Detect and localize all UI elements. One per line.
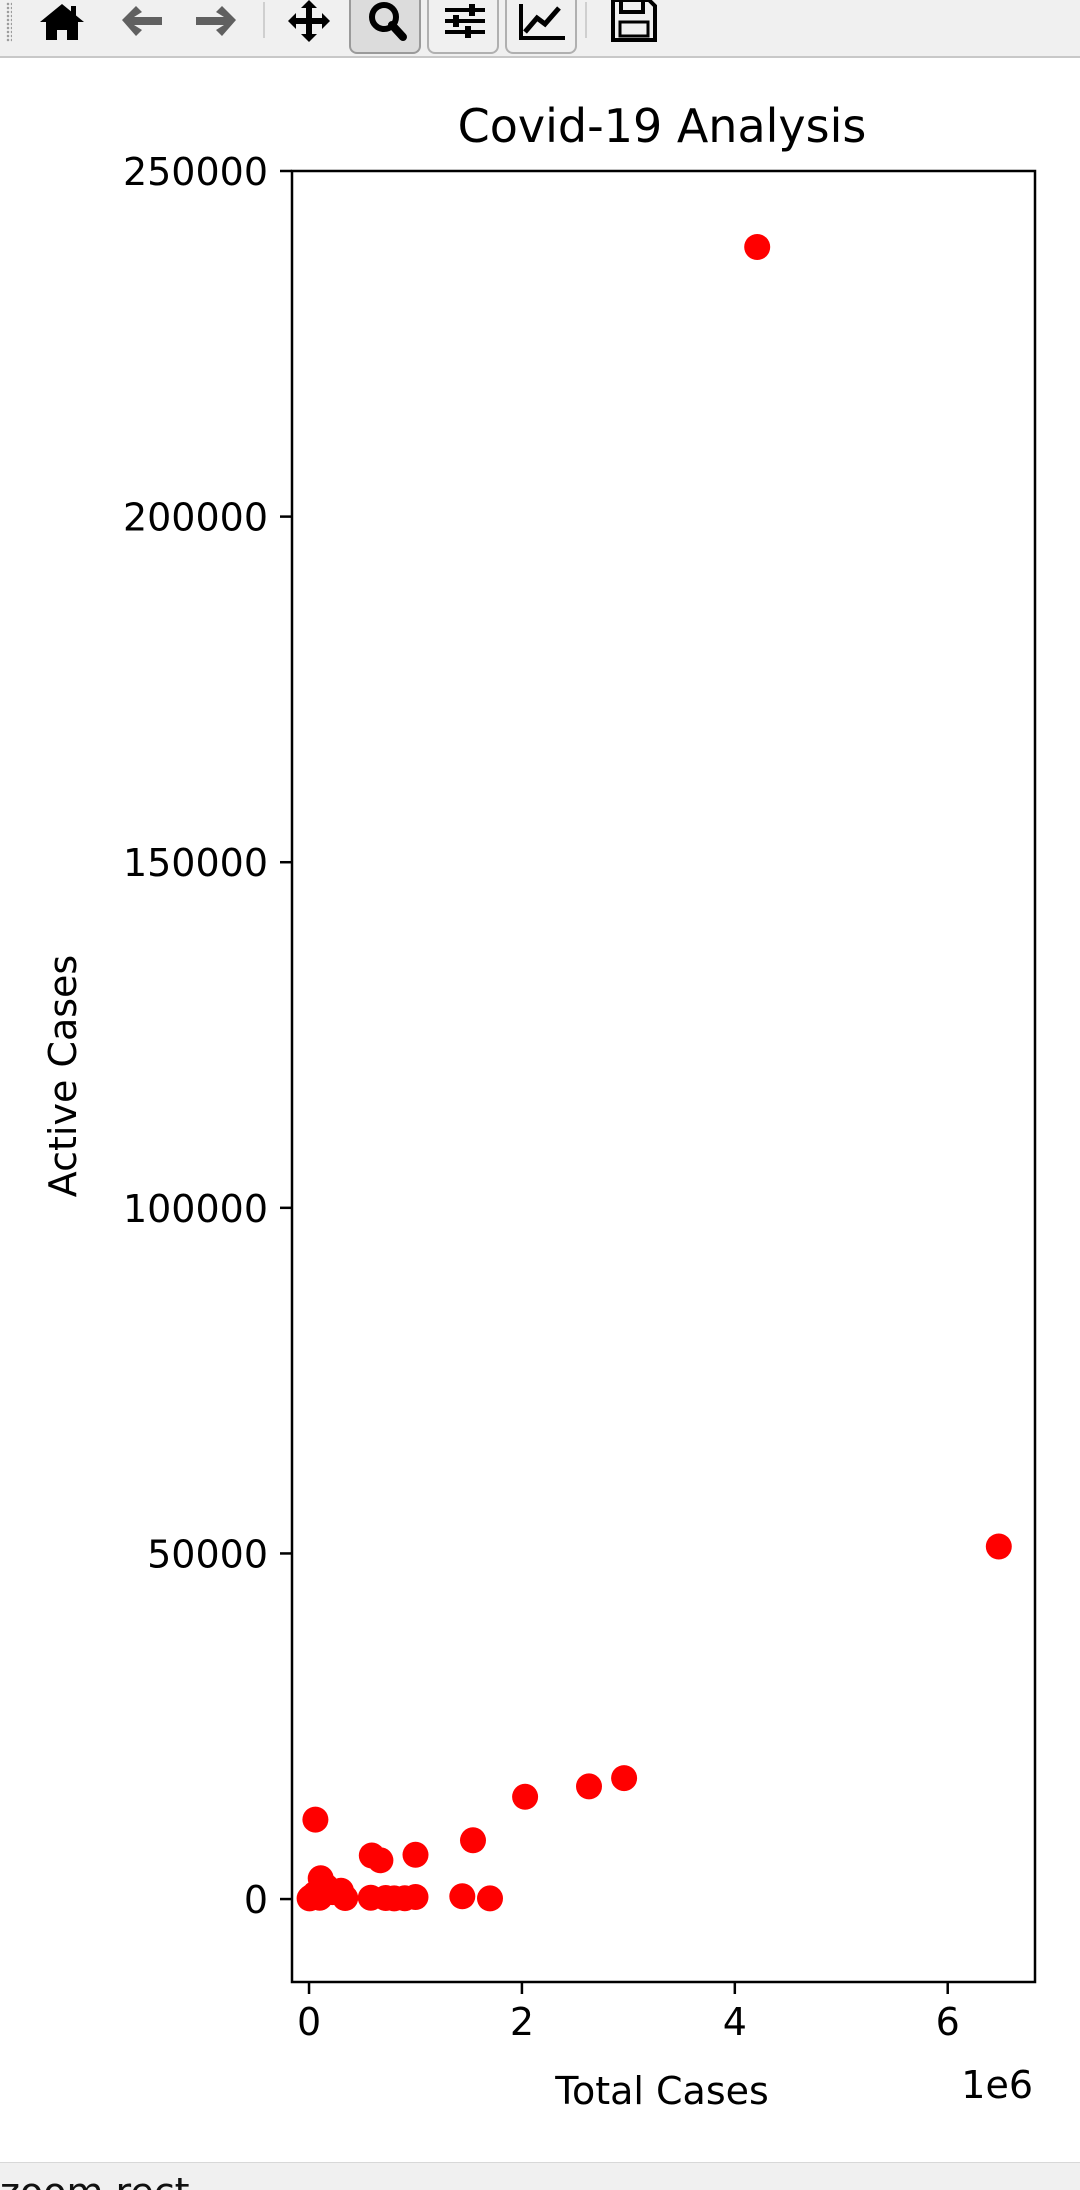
forward-arrow-icon [196,6,236,36]
x-axis-label: Total Cases [554,2069,769,2113]
scatter-point-5 [302,1806,329,1833]
scatter-point-7 [402,1841,429,1868]
y-tick-label-5: 250000 [123,150,268,194]
scatter-point-4 [512,1783,539,1810]
y-tick-label-4: 200000 [123,496,268,540]
save-button[interactable] [597,0,669,54]
y-tick-label-1: 50000 [147,1532,268,1576]
chart-title: Covid-19 Analysis [458,99,867,153]
pan-button[interactable] [273,0,345,54]
toolbar-grip-handle[interactable] [6,2,12,42]
scatter-point-9 [367,1847,394,1874]
axes-frame [290,169,1037,1984]
scatter-point-2 [611,1765,638,1792]
y-tick-label-2: 100000 [123,1187,268,1231]
x-tick-label-1: 2 [510,2000,534,2044]
back-button[interactable] [106,0,178,54]
home-icon [40,4,84,40]
figure-canvas[interactable]: Covid-19 Analysis 0 2 4 6 0 50000 100000 15000… [0,58,1080,2162]
x-tick-label-2: 4 [723,2000,747,2044]
forward-button[interactable] [180,0,252,54]
y-axis-ticks: 0 50000 100000 150000 200000 250000 [123,150,292,1922]
y-axis-label: Active Cases [41,955,85,1197]
y-tick-label-0: 0 [244,1878,268,1922]
x-tick-label-0: 0 [297,2000,321,2044]
edit-axis-lines-icon [519,4,565,40]
pan-move-icon [288,0,330,42]
scatter-point-24 [449,1883,476,1910]
home-button[interactable] [26,0,98,54]
status-bar: zoom rect [0,2162,1080,2190]
scatter-point-17 [306,1884,333,1911]
toolbar-separator [585,2,587,38]
subplots-config-icon [445,4,485,38]
scatter-point-3 [576,1773,602,1800]
scatter-point-18 [332,1885,359,1911]
scatter-point-6 [460,1827,486,1854]
scatter-point-23 [402,1884,429,1910]
save-floppy-icon [611,0,657,42]
scatter-point-25 [477,1885,503,1912]
y-tick-label-3: 150000 [123,841,268,885]
navigation-toolbar [0,0,1080,58]
scatter-points [296,234,1012,1912]
figure-background [0,58,1080,2162]
x-axis-offset-label: 1e6 [961,2063,1033,2107]
scatter-point-0 [744,234,771,260]
toolbar-separator [263,2,265,38]
scatter-point-1 [985,1533,1012,1560]
status-message: zoom rect [0,2173,190,2190]
subplots-button[interactable] [427,0,499,54]
edit-axis-button[interactable] [505,0,577,54]
x-tick-label-3: 6 [936,2000,960,2044]
back-arrow-icon [122,6,162,36]
x-axis-ticks: 0 2 4 6 [297,1982,960,2044]
zoom-magnifier-icon [369,2,407,41]
zoom-button[interactable] [349,0,421,54]
